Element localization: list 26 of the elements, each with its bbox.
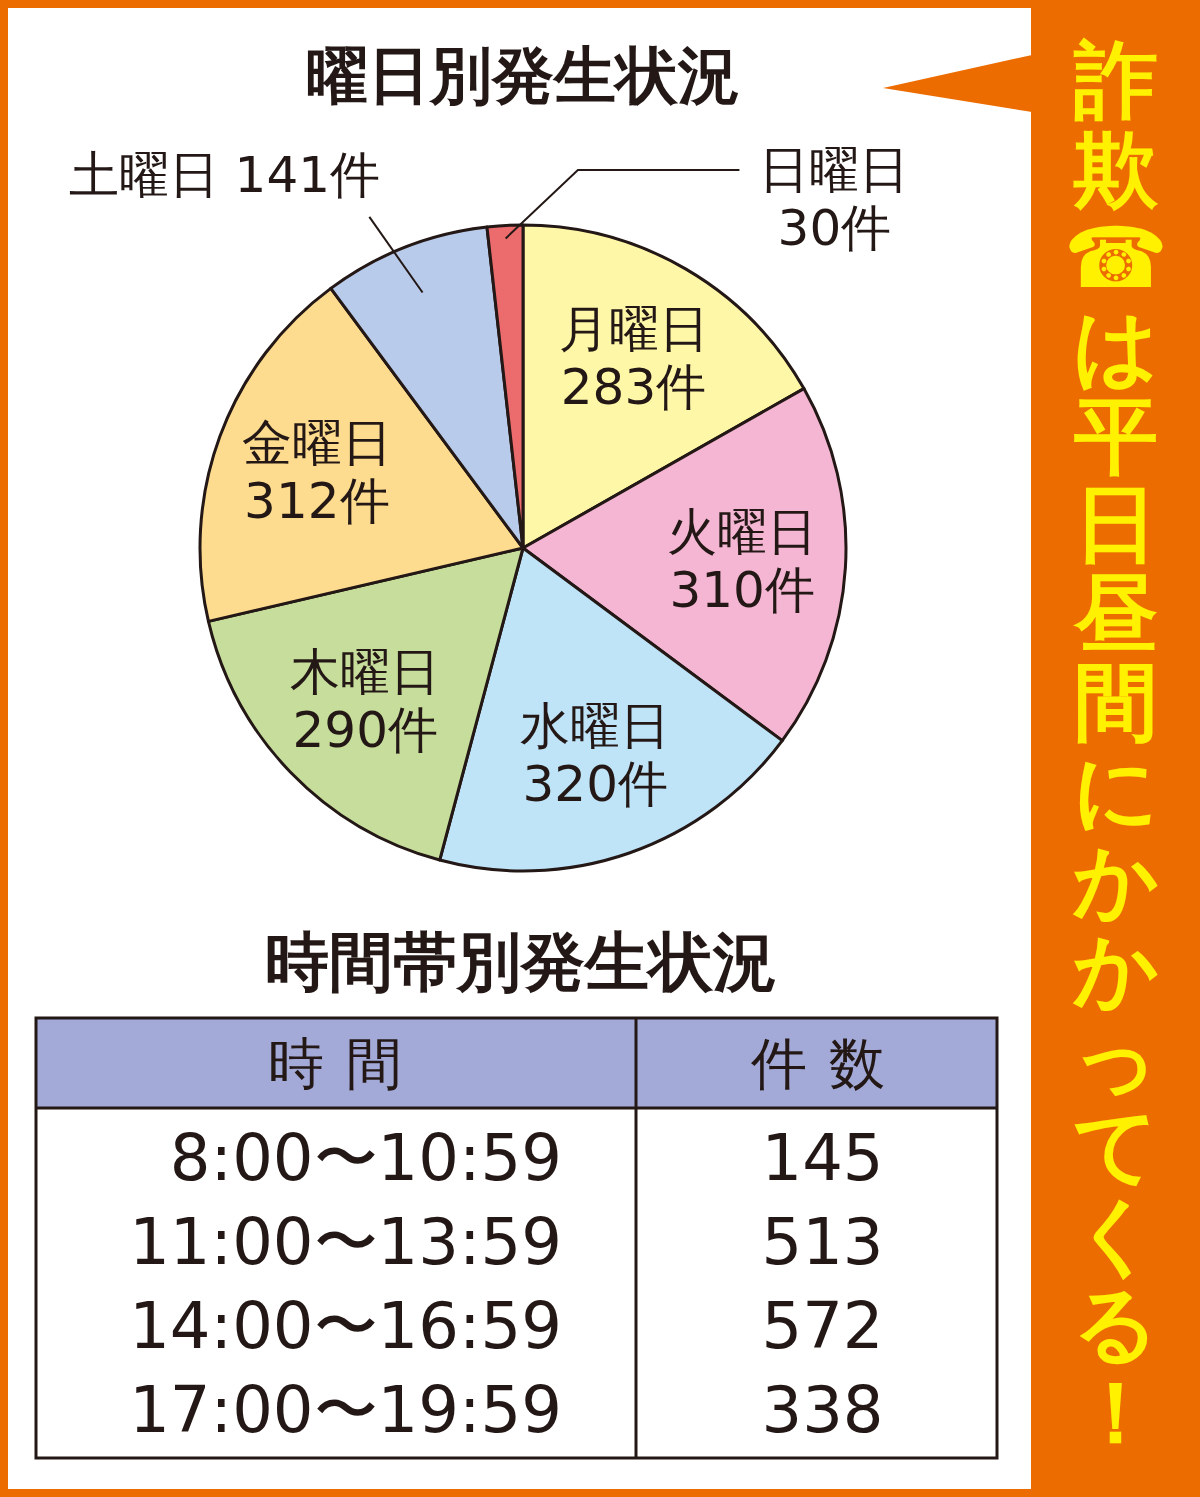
data-label: 513 — [761, 1205, 884, 1279]
text: 時間 — [268, 1030, 424, 1096]
category-label: 17:00〜19:59 — [129, 1373, 562, 1447]
text: 詐欺☎は平日昼間にかかってくる！ — [1063, 31, 1169, 1462]
slice-label: 木曜日 — [290, 642, 441, 701]
category-label: 8:00〜10:59 — [169, 1121, 562, 1195]
slice-label: 金曜日 — [241, 414, 392, 473]
slice-label: 水曜日 — [520, 697, 671, 756]
data-label: 338 — [761, 1373, 884, 1447]
slice-label: 月曜日 — [558, 300, 709, 359]
slice-label: 土曜日 141件 — [68, 145, 381, 204]
data-label: 283件 — [560, 358, 707, 417]
category-label: 14:00〜16:59 — [129, 1289, 562, 1363]
data-label: 30件 — [777, 199, 892, 258]
slice-label: 火曜日 — [667, 503, 818, 562]
data-label: 145 — [761, 1121, 884, 1195]
text: 件数 — [750, 1030, 907, 1096]
data-label: 320件 — [522, 755, 669, 814]
text: 時間帯別発生状況 — [264, 925, 777, 999]
data-label: 290件 — [292, 700, 438, 759]
chart-title: 曜日別発生状況 — [306, 38, 740, 112]
data-label: 572 — [761, 1289, 884, 1363]
category-label: 11:00〜13:59 — [129, 1205, 562, 1279]
slice-label: 日曜日 — [759, 141, 910, 200]
data-label: 310件 — [669, 561, 815, 620]
data-label: 312件 — [244, 472, 390, 531]
